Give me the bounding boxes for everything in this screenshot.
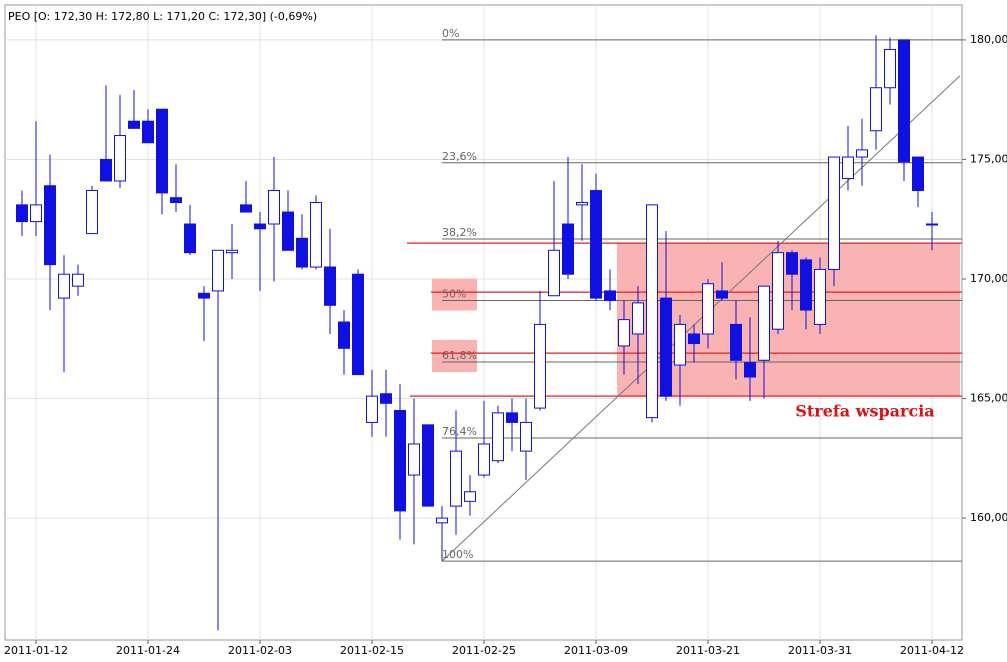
fib-label: 50% <box>442 288 466 301</box>
candle-body <box>128 120 140 129</box>
candle-body <box>464 491 476 502</box>
candle-body <box>44 185 56 266</box>
y-tick-label: 180,00 <box>970 33 1007 46</box>
fib-label: 0% <box>442 27 459 40</box>
candle-body <box>366 395 378 423</box>
y-tick-label: 165,00 <box>970 392 1007 405</box>
x-tick-label: 2011-02-03 <box>228 644 292 657</box>
fib-label: 100% <box>442 548 473 561</box>
layers: 2011-01-12 2011-01-24 2011-02-03 2011-02-15… <box>4 5 1007 657</box>
candle-body <box>352 273 364 376</box>
y-tick-label: 175,00 <box>970 152 1007 165</box>
candle-body <box>86 190 98 235</box>
fib-label: 23,6% <box>442 150 477 163</box>
candle-body <box>478 443 490 476</box>
candle-body <box>534 323 546 409</box>
candle-body <box>912 156 924 192</box>
x-tick-label: 2011-03-09 <box>564 644 628 657</box>
candle-body <box>324 266 336 306</box>
candle-body <box>226 249 238 254</box>
x-tick-label: 2011-01-12 <box>4 644 68 657</box>
candle-body <box>562 223 574 275</box>
candle-body <box>814 268 826 325</box>
candle-body <box>72 273 84 287</box>
candle-body <box>828 156 840 270</box>
candle-body <box>198 292 210 299</box>
candle-body <box>786 252 798 275</box>
candle-body <box>744 362 756 378</box>
candle-body <box>926 223 938 226</box>
candle-body <box>800 259 812 311</box>
candle-body <box>114 135 126 182</box>
fib-label: 38,2% <box>442 226 477 239</box>
candle-body <box>730 323 742 361</box>
x-tick-label: 2011-02-25 <box>452 644 516 657</box>
y-tick-label: 170,00 <box>970 272 1007 285</box>
fib-label: 76,4% <box>442 425 477 438</box>
candle-body <box>156 108 168 194</box>
candle-body <box>254 223 266 230</box>
candle-body <box>590 190 602 299</box>
y-tick-label: 160,00 <box>970 511 1007 524</box>
candle-body <box>576 201 588 206</box>
x-tick-label: 2011-03-31 <box>788 644 852 657</box>
candle-body <box>702 283 714 335</box>
candle-body <box>422 424 434 507</box>
candle-body <box>296 237 308 268</box>
candle-body <box>450 450 462 507</box>
chart-title: PEO [O: 172,30 H: 172,80 L: 171,20 C: 17… <box>8 10 317 23</box>
candle-body <box>142 120 154 144</box>
candle-body <box>674 323 686 366</box>
candle-body <box>772 252 784 330</box>
fib-label-highlight <box>432 278 477 311</box>
candle-body <box>184 223 196 254</box>
candle-body <box>688 333 700 345</box>
candle-body <box>716 290 728 299</box>
candle-body <box>884 48 896 89</box>
zone-label: Strefa wsparcia <box>795 402 934 421</box>
candle-body <box>646 204 658 419</box>
candle-body <box>268 190 280 225</box>
x-tick-label: 2011-03-21 <box>676 644 740 657</box>
candle-body <box>548 249 560 297</box>
candle-body <box>170 197 182 203</box>
x-tick-label: 2011-04-12 <box>900 644 964 657</box>
candle-body <box>660 297 672 397</box>
candle-body <box>394 409 406 512</box>
candle-body <box>436 517 448 524</box>
fib-label: 61,8% <box>442 349 477 362</box>
candle-body <box>856 149 868 158</box>
candle-body <box>842 156 854 180</box>
candle-body <box>100 158 112 182</box>
candle-body <box>338 321 350 349</box>
candle-body <box>408 443 420 476</box>
candle-body <box>212 249 224 292</box>
candle-body <box>618 319 630 347</box>
candle-body <box>506 412 518 423</box>
candle-body <box>282 211 294 251</box>
trend-line <box>441 75 961 562</box>
candle-body <box>30 204 42 223</box>
candle-body <box>898 39 910 163</box>
candle-body <box>870 87 882 132</box>
candle-body <box>492 412 504 462</box>
candle-body <box>632 302 644 335</box>
candle-body <box>520 421 532 452</box>
candle-body <box>58 273 70 299</box>
x-tick-label: 2011-02-15 <box>340 644 404 657</box>
candle-body <box>310 201 322 268</box>
candle-body <box>604 290 616 302</box>
candle-body <box>16 204 28 223</box>
fib-label-highlight <box>432 339 477 372</box>
candle-body <box>758 285 770 361</box>
x-tick-label: 2011-01-24 <box>116 644 180 657</box>
candle-body <box>240 204 252 213</box>
candle-body <box>380 393 392 404</box>
